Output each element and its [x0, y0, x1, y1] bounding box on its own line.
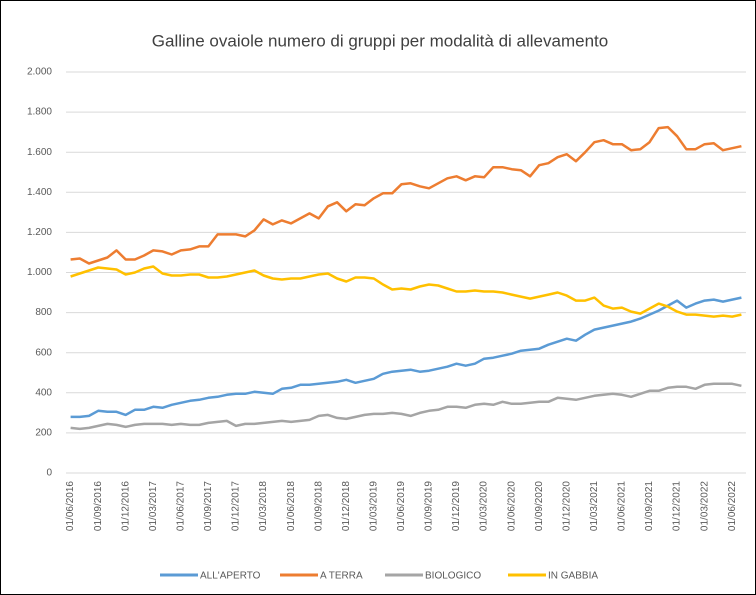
legend-label: BIOLOGICO [425, 571, 481, 582]
legend-label: ALL'APERTO [200, 571, 261, 582]
series-line [70, 125, 742, 265]
y-tick-label: 1.800 [27, 107, 52, 118]
y-tick-label: 400 [35, 387, 52, 398]
y-tick-label: 1.600 [27, 147, 52, 158]
series-line [70, 382, 742, 431]
y-tick-label: 0 [46, 468, 52, 479]
x-tick-label: 01/06/2020 [506, 481, 517, 531]
x-tick-label: 01/12/2021 [672, 481, 683, 531]
legend-label: A TERRA [320, 571, 363, 582]
x-tick-label: 01/12/2016 [120, 481, 131, 531]
y-tick-label: 200 [35, 428, 52, 439]
x-tick-label: 01/12/2018 [341, 481, 352, 531]
series-line [70, 265, 742, 318]
x-tick-label: 01/03/2018 [258, 481, 269, 531]
x-tick-label: 01/12/2019 [451, 481, 462, 531]
legend-label: IN GABBIA [548, 571, 598, 582]
series-line [70, 296, 742, 419]
x-tick-label: 01/09/2016 [93, 481, 104, 531]
x-tick-label: 01/06/2016 [65, 481, 76, 531]
x-tick-label: 01/03/2021 [589, 481, 600, 531]
x-tick-label: 01/12/2017 [231, 481, 242, 531]
x-tick-label: 01/03/2022 [699, 481, 710, 531]
x-tick-label: 01/06/2019 [396, 481, 407, 531]
y-tick-label: 1.400 [27, 187, 52, 198]
x-tick-label: 01/06/2018 [286, 481, 297, 531]
x-tick-label: 01/09/2021 [644, 481, 655, 531]
x-tick-label: 01/03/2019 [368, 481, 379, 531]
y-tick-label: 1.200 [27, 227, 52, 238]
x-tick-label: 01/09/2018 [313, 481, 324, 531]
y-tick-label: 2.000 [27, 67, 52, 78]
x-tick-label: 01/06/2017 [176, 481, 187, 531]
x-tick-label: 01/03/2017 [148, 481, 159, 531]
y-tick-label: 800 [35, 307, 52, 318]
chart-title: Galline ovaiole numero di gruppi per mod… [152, 31, 608, 50]
x-tick-label: 01/03/2020 [479, 481, 490, 531]
x-tick-label: 01/09/2019 [424, 481, 435, 531]
x-tick-label: 01/06/2022 [727, 481, 738, 531]
x-tick-label: 01/06/2021 [617, 481, 628, 531]
x-tick-label: 01/09/2017 [203, 481, 214, 531]
x-tick-label: 01/12/2020 [561, 481, 572, 531]
y-tick-label: 1.000 [27, 267, 52, 278]
y-tick-label: 600 [35, 347, 52, 358]
x-tick-label: 01/09/2020 [534, 481, 545, 531]
